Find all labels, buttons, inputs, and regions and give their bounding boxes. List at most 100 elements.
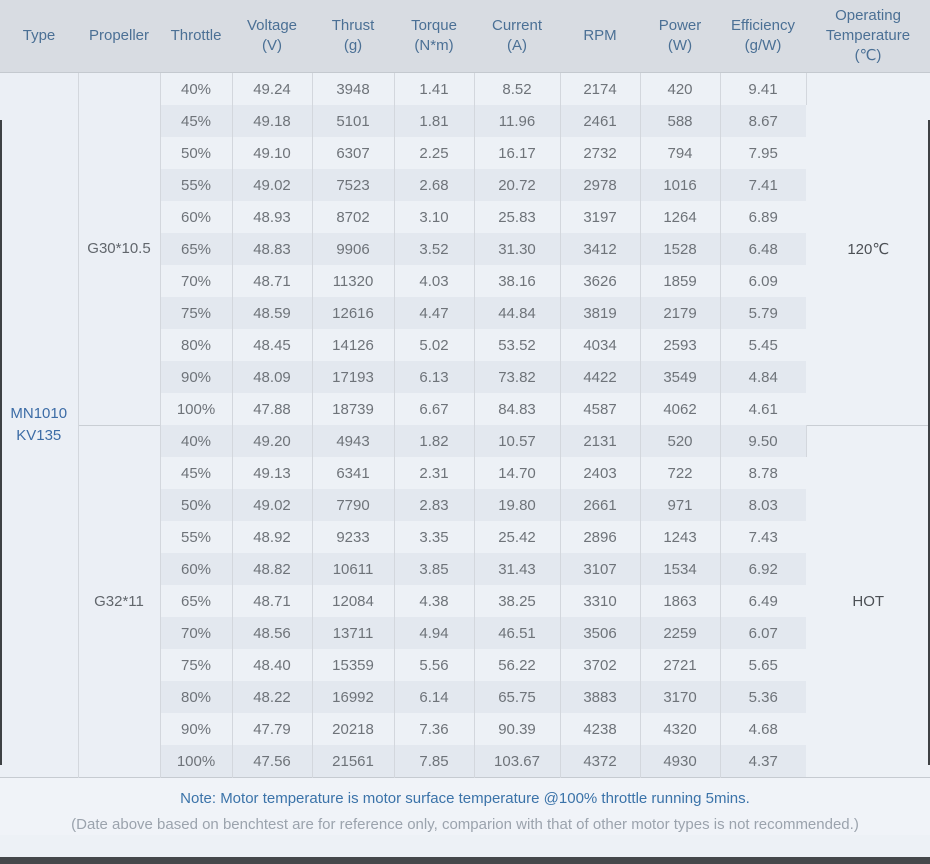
throttle-cell: 100% xyxy=(160,745,233,778)
efficiency-cell: 6.49 xyxy=(720,585,806,617)
table-row: 55% 48.92 9233 3.35 25.42 2896 1243 7.43 xyxy=(0,521,930,553)
rpm-cell: 3197 xyxy=(560,201,641,233)
voltage-cell: 48.92 xyxy=(232,521,313,553)
rpm-cell: 3506 xyxy=(560,617,641,649)
voltage-cell: 48.56 xyxy=(232,617,313,649)
rpm-cell: 2661 xyxy=(560,489,641,521)
current-cell: 53.52 xyxy=(474,329,561,361)
efficiency-cell: 5.36 xyxy=(720,681,806,713)
column-header-rpm: RPM xyxy=(560,0,640,73)
thrust-cell: 10611 xyxy=(312,553,395,585)
throttle-cell: 65% xyxy=(160,233,233,265)
efficiency-cell: 6.92 xyxy=(720,553,806,585)
table-row: G32*11 40% 49.20 4943 1.82 10.57 2131 520 9.50 HO… xyxy=(0,424,930,778)
thrust-cell: 12084 xyxy=(312,585,395,617)
current-cell: 25.42 xyxy=(474,521,561,553)
efficiency-cell: 6.09 xyxy=(720,265,806,297)
voltage-cell: 48.71 xyxy=(232,585,313,617)
efficiency-cell: 8.03 xyxy=(720,489,806,521)
current-cell: 65.75 xyxy=(474,681,561,713)
column-header-type: Type xyxy=(0,0,78,73)
rpm-cell: 2896 xyxy=(560,521,641,553)
efficiency-cell: 8.67 xyxy=(720,105,806,137)
motor-spec-table: Type Propeller Throttle Voltage (V) Thrust (… xyxy=(0,0,930,778)
column-header-power: Power (W) xyxy=(640,0,720,73)
rpm-cell: 2174 xyxy=(560,72,641,105)
efficiency-cell: 4.37 xyxy=(720,745,806,778)
table-row: 90% 47.79 20218 7.36 90.39 4238 4320 4.68 xyxy=(0,713,930,745)
table-row: 50% 49.10 6307 2.25 16.17 2732 794 7.95 xyxy=(0,137,930,169)
voltage-cell: 47.56 xyxy=(232,745,313,778)
torque-cell: 7.85 xyxy=(394,745,475,778)
table-header-row: Type Propeller Throttle Voltage (V) Thrust (… xyxy=(0,0,930,73)
throttle-cell: 40% xyxy=(160,425,233,457)
torque-cell: 2.68 xyxy=(394,169,475,201)
torque-cell: 2.31 xyxy=(394,457,475,489)
efficiency-cell: 5.45 xyxy=(720,329,806,361)
table-row: 65% 48.71 12084 4.38 38.25 3310 1863 6.49 xyxy=(0,585,930,617)
rpm-cell: 3819 xyxy=(560,297,641,329)
footnote-disclaimer: (Date above based on benchtest are for r… xyxy=(71,816,859,834)
voltage-cell: 48.71 xyxy=(232,265,313,297)
current-cell: 73.82 xyxy=(474,361,561,393)
torque-cell: 6.13 xyxy=(394,361,475,393)
table-row: 60% 48.93 8702 3.10 25.83 3197 1264 6.89 xyxy=(0,201,930,233)
rpm-cell: 4238 xyxy=(560,713,641,745)
thrust-cell: 17193 xyxy=(312,361,395,393)
operating-temperature-cell: HOT xyxy=(806,424,930,778)
thrust-cell: 20218 xyxy=(312,713,395,745)
column-header-propeller: Propeller xyxy=(78,0,160,73)
rpm-cell: 3107 xyxy=(560,553,641,585)
current-cell: 103.67 xyxy=(474,745,561,778)
voltage-cell: 47.79 xyxy=(232,713,313,745)
efficiency-cell: 4.61 xyxy=(720,393,806,425)
current-cell: 14.70 xyxy=(474,457,561,489)
efficiency-cell: 7.95 xyxy=(720,137,806,169)
footnote-temperature-note: Note: Motor temperature is motor surface… xyxy=(180,790,750,807)
voltage-cell: 48.82 xyxy=(232,553,313,585)
propeller-cell: G30*10.5 xyxy=(78,72,161,425)
torque-cell: 1.81 xyxy=(394,105,475,137)
table-row: 50% 49.02 7790 2.83 19.80 2661 971 8.03 xyxy=(0,489,930,521)
current-cell: 10.57 xyxy=(474,425,561,457)
current-cell: 11.96 xyxy=(474,105,561,137)
table-row: 100% 47.88 18739 6.67 84.83 4587 4062 4.61 xyxy=(0,393,930,425)
torque-cell: 3.10 xyxy=(394,201,475,233)
current-cell: 20.72 xyxy=(474,169,561,201)
thrust-cell: 11320 xyxy=(312,265,395,297)
throttle-cell: 90% xyxy=(160,361,233,393)
bottom-divider xyxy=(0,857,930,864)
throttle-cell: 60% xyxy=(160,553,233,585)
column-header-thrust: Thrust (g) xyxy=(312,0,394,73)
table-row: 45% 49.18 5101 1.81 11.96 2461 588 8.67 xyxy=(0,105,930,137)
propeller-cell: G32*11 xyxy=(78,424,161,778)
efficiency-cell: 5.79 xyxy=(720,297,806,329)
throttle-cell: 75% xyxy=(160,297,233,329)
rpm-cell: 4034 xyxy=(560,329,641,361)
thrust-cell: 6307 xyxy=(312,137,395,169)
throttle-cell: 55% xyxy=(160,521,233,553)
power-cell: 794 xyxy=(640,137,721,169)
torque-cell: 4.03 xyxy=(394,265,475,297)
thrust-cell: 13711 xyxy=(312,617,395,649)
voltage-cell: 49.02 xyxy=(232,489,313,521)
current-cell: 8.52 xyxy=(474,72,561,105)
torque-cell: 2.25 xyxy=(394,137,475,169)
throttle-cell: 50% xyxy=(160,137,233,169)
torque-cell: 4.38 xyxy=(394,585,475,617)
torque-cell: 5.56 xyxy=(394,649,475,681)
thrust-cell: 12616 xyxy=(312,297,395,329)
voltage-cell: 48.22 xyxy=(232,681,313,713)
throttle-cell: 45% xyxy=(160,105,233,137)
torque-cell: 7.36 xyxy=(394,713,475,745)
table-row: 45% 49.13 6341 2.31 14.70 2403 722 8.78 xyxy=(0,457,930,489)
torque-cell: 4.47 xyxy=(394,297,475,329)
torque-cell: 5.02 xyxy=(394,329,475,361)
thrust-cell: 18739 xyxy=(312,393,395,425)
torque-cell: 6.14 xyxy=(394,681,475,713)
thrust-cell: 3948 xyxy=(312,72,395,105)
throttle-cell: 55% xyxy=(160,169,233,201)
power-cell: 2721 xyxy=(640,649,721,681)
power-cell: 1528 xyxy=(640,233,721,265)
thrust-cell: 7523 xyxy=(312,169,395,201)
